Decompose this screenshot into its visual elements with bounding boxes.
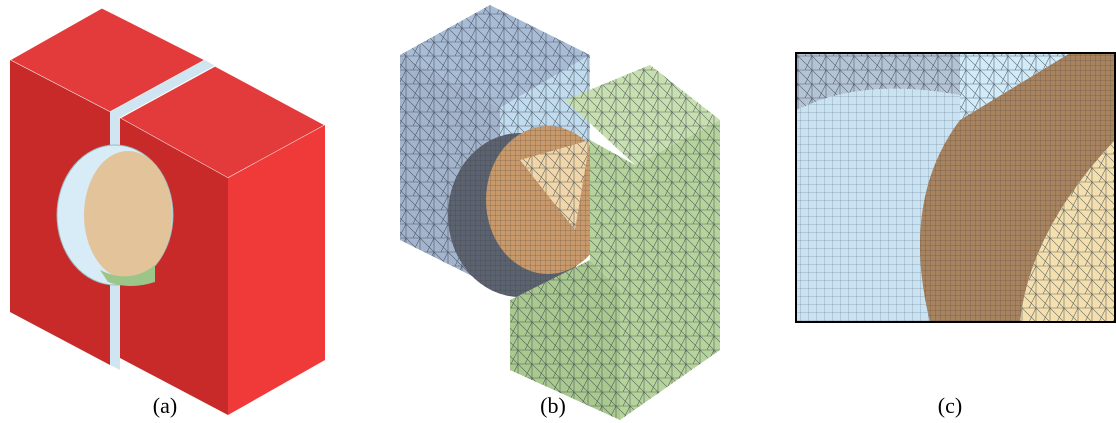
panel-label: (c)	[938, 393, 962, 418]
panel-b-geometry	[400, 5, 720, 420]
figure: (a) (b) (c)	[0, 0, 1116, 423]
page: (a) (b) (c) (() => { const data = JSON.p…	[0, 0, 1116, 423]
panel-a-geometry	[10, 8, 325, 415]
panel-label: (b)	[540, 393, 566, 418]
panel-c-geometry	[796, 53, 1115, 322]
panel-label: (a)	[153, 393, 177, 418]
